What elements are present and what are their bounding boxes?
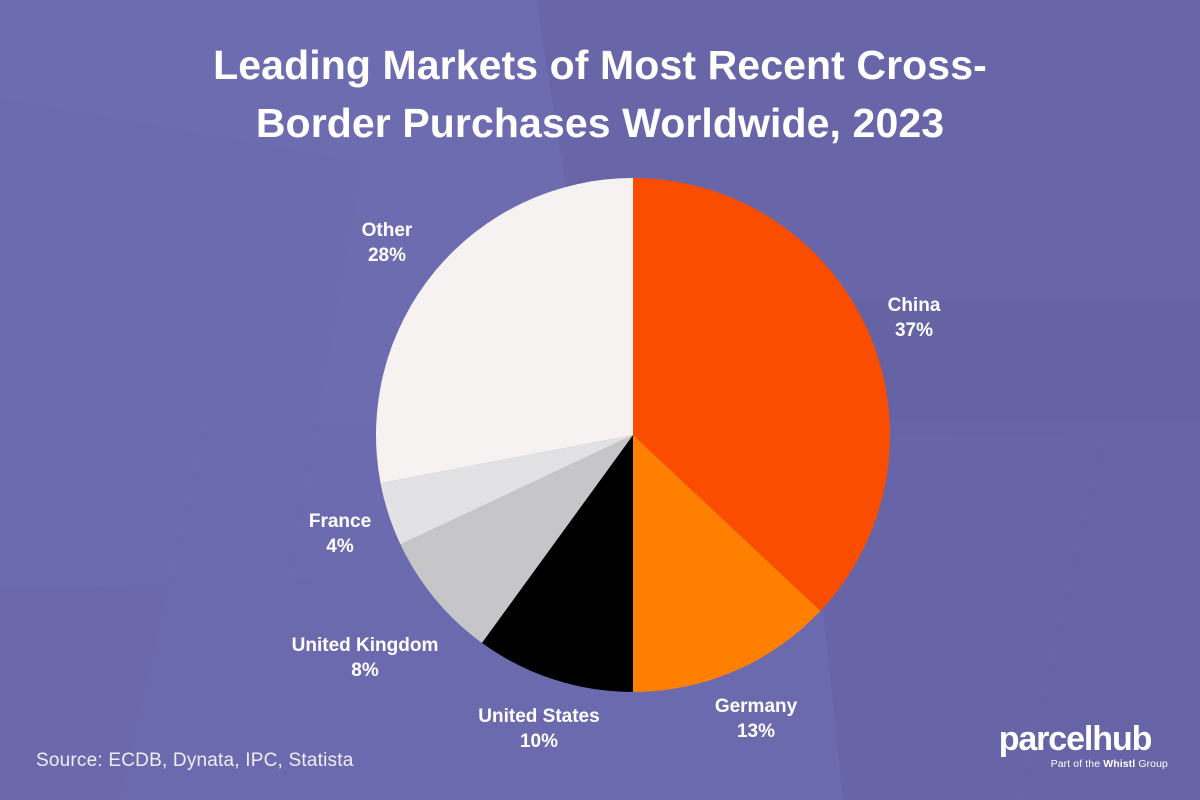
source-note: Source: ECDB, Dynata, IPC, Statista	[36, 750, 354, 771]
slice-label-united-kingdom: United Kingdom 8%	[261, 633, 469, 684]
logo-tagline-suffix: Group	[1135, 758, 1168, 770]
slice-label-france-value: 4%	[326, 536, 354, 558]
slice-label-china-value: 37%	[894, 320, 934, 342]
slice-label-united-states-value: 10%	[519, 731, 559, 753]
logo-wordmark: parcelhub	[998, 720, 1153, 758]
slice-label-china-name: China	[887, 295, 941, 316]
logo-tagline: Part of the Whistl Group	[980, 759, 1170, 770]
slice-label-germany: Germany 13%	[668, 694, 844, 745]
slice-label-germany-name: Germany	[714, 696, 798, 717]
pie-slice	[400, 435, 633, 643]
pie-slice	[633, 178, 890, 611]
slice-label-france: France 4%	[272, 509, 408, 560]
slice-label-united-states-name: United States	[478, 706, 600, 727]
slice-label-united-kingdom-name: United Kingdom	[291, 635, 439, 656]
pie-slice-group	[375, 178, 890, 692]
slice-label-united-states: United States 10%	[441, 704, 637, 755]
slice-label-china: China 37%	[844, 293, 984, 344]
pie-slice	[375, 178, 633, 484]
slice-label-france-name: France	[308, 511, 372, 532]
slice-label-germany-value: 13%	[736, 721, 776, 743]
pie-slice	[633, 435, 821, 692]
slice-label-other: Other 28%	[317, 218, 457, 269]
logo-tagline-brand: Whistl	[1103, 758, 1136, 770]
chart-title: Leading Markets of Most Recent Cross-Bor…	[213, 42, 987, 147]
pie-slice	[481, 435, 633, 692]
logo-tagline-prefix: Part of the	[1050, 758, 1104, 770]
pie-slice	[380, 435, 633, 545]
slice-label-other-name: Other	[361, 220, 413, 241]
slice-label-united-kingdom-value: 8%	[351, 660, 379, 682]
parcelhub-logo: parcelhub Part of the Whistl Group	[980, 722, 1170, 770]
slice-label-other-value: 28%	[367, 245, 407, 267]
